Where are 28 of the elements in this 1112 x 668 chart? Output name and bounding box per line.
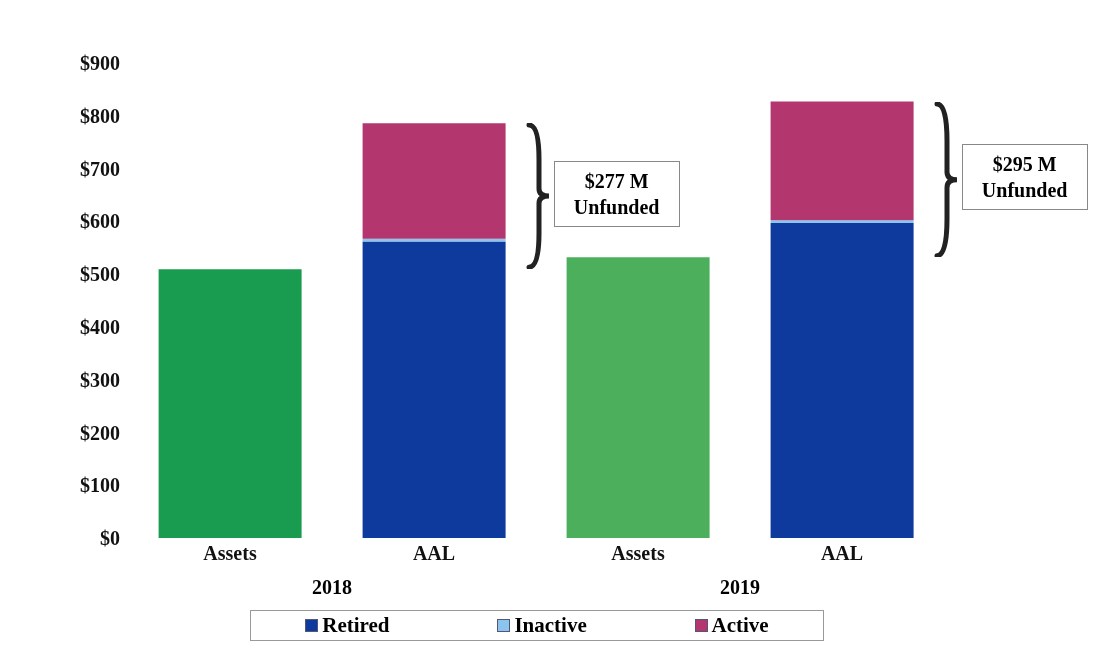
bar [566,257,710,538]
legend-label: Active [710,613,769,638]
text: 2019 [719,576,761,599]
y-tick-label: $700 [80,157,120,180]
y-tick-label: $100 [80,474,120,497]
text: 2018 [311,576,353,599]
bar [158,269,302,538]
x-tick-label: AAL [820,542,864,565]
bar [362,241,506,538]
y-tick-label: $800 [80,104,120,127]
bar [770,222,914,538]
annotation: $277 M Unfunded [553,161,680,228]
y-tick-label: $600 [80,210,120,233]
x-tick-label: AAL [412,542,456,565]
y-tick-label: $200 [80,421,120,444]
y-tick-label: $300 [80,368,120,391]
bar [362,123,506,239]
legend-label: Inactive [513,613,587,638]
bar [770,220,914,223]
bar [770,101,914,221]
x-tick-label: Assets [611,542,665,565]
y-tick-label: $900 [80,52,120,75]
legend-label: Retired [321,613,390,638]
text: $295 M Unfunded [961,144,1088,211]
y-tick-label: $400 [80,315,120,338]
y-tick-label: $0 [100,527,120,550]
x-tick-label: Assets [203,542,257,565]
y-tick-label: $500 [80,263,120,286]
